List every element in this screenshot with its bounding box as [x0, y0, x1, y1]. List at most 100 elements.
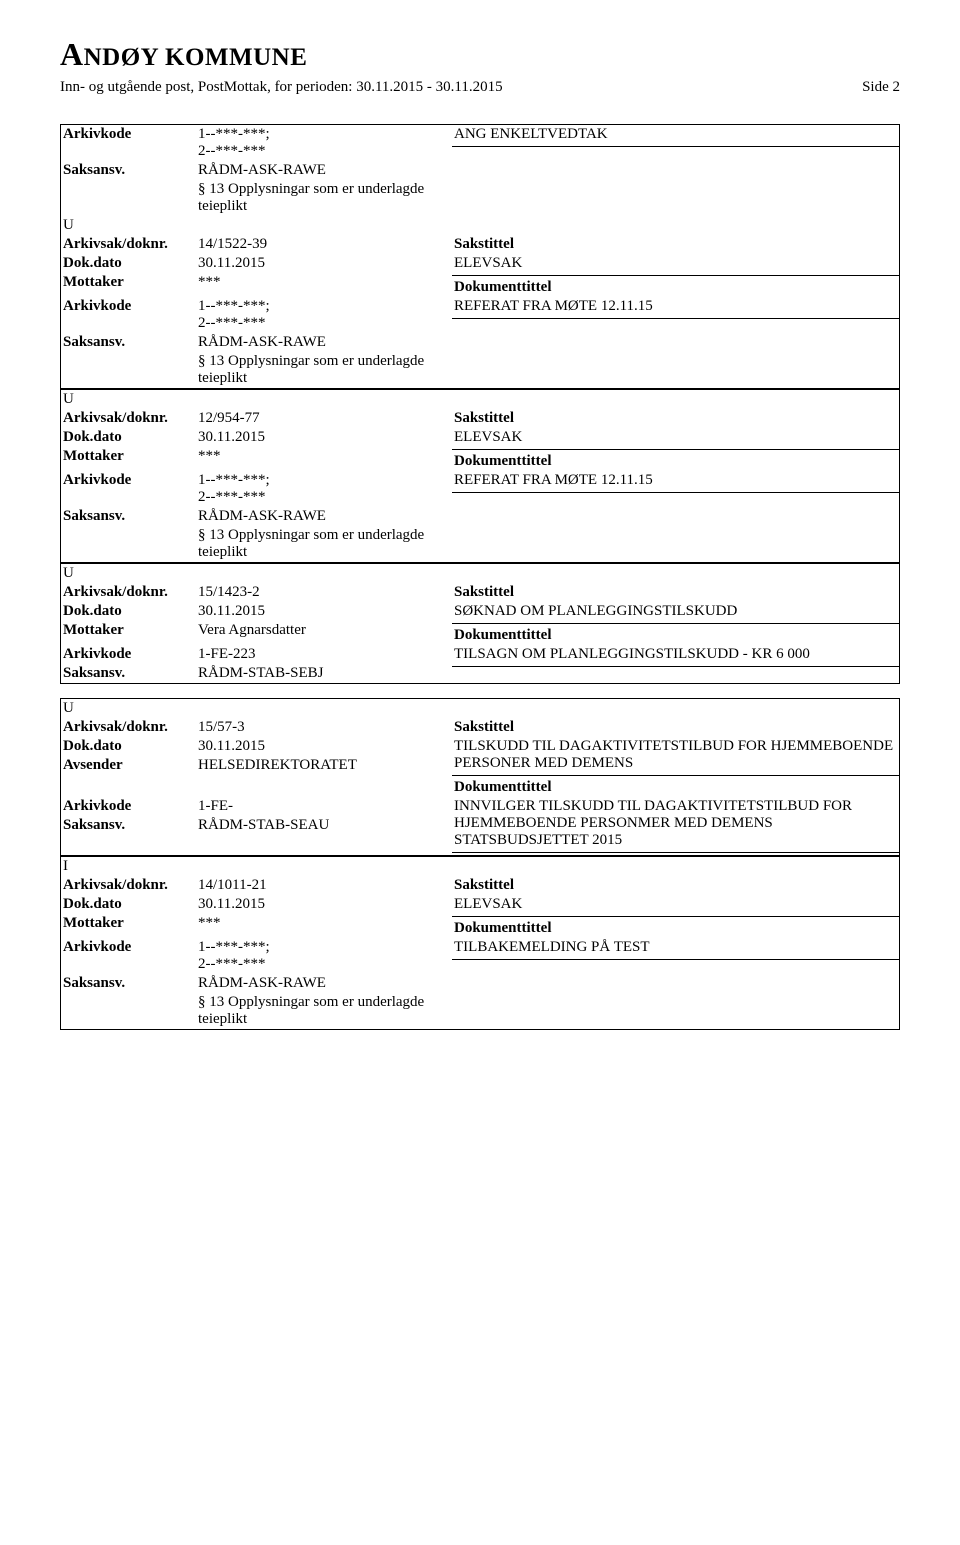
dokdato-value: 30.11.2015 — [196, 895, 452, 914]
subheader: Inn- og utgående post, PostMottak, for p… — [60, 79, 503, 96]
dokumenttittel-value: TILBAKEMELDING PÅ TEST — [452, 938, 899, 957]
party-label: Mottaker — [61, 273, 196, 292]
divider — [452, 449, 899, 450]
unntak-value: § 13 Opplysningar som er underlagde teie… — [196, 180, 452, 216]
dokumenttittel-value: TILSAGN OM PLANLEGGINGSTILSKUDD - KR 6 0… — [452, 645, 899, 664]
party-label: Mottaker — [61, 621, 196, 640]
dokumenttittel-value: REFERAT FRA MØTE 12.11.15 — [452, 297, 899, 316]
arkivsak-value: 14/1011-21 — [196, 876, 452, 895]
dokdato-label: Dok.dato — [61, 737, 196, 756]
party-value: *** — [196, 914, 452, 933]
dokumenttittel-label: Dokumenttittel — [452, 626, 597, 645]
arkivkode-label: Arkivkode — [61, 797, 196, 816]
arkivkode-value: 1--***-***; 2--***-*** — [196, 938, 452, 974]
sakstittel-value: ELEVSAK — [452, 428, 899, 447]
arkivsak-label: Arkivsak/doknr. — [61, 583, 196, 602]
divider — [452, 959, 899, 960]
party-label: Avsender — [61, 756, 196, 775]
dokumenttittel-label: Dokumenttittel — [452, 919, 597, 938]
divider — [452, 492, 899, 493]
sakstittel-value: TILSKUDD TIL DAGAKTIVITETSTILBUD FOR HJE… — [452, 737, 899, 773]
io-indicator: U — [61, 390, 76, 409]
dokumenttittel-value: REFERAT FRA MØTE 12.11.15 — [452, 471, 899, 490]
unntak-value: § 13 Opplysningar som er underlagde teie… — [196, 526, 452, 562]
saksansv-value: RÅDM-ASK-RAWE — [196, 161, 452, 180]
arkivsak-label: Arkivsak/doknr. — [61, 876, 196, 895]
dokdato-label: Dok.dato — [61, 895, 196, 914]
arkivkode-value: 1-FE- — [196, 797, 452, 816]
io-indicator: I — [61, 857, 70, 876]
title-rest: NDØY KOMMUNE — [84, 44, 308, 71]
dokumenttittel-label: Dokumenttittel — [452, 778, 597, 797]
divider — [452, 275, 899, 276]
subheader-row: Inn- og utgående post, PostMottak, for p… — [60, 79, 900, 96]
io-indicator: U — [61, 216, 76, 235]
dokdato-value: 30.11.2015 — [196, 254, 452, 273]
saksansv-label: Saksansv. — [61, 333, 196, 352]
party-value: HELSEDIREKTORATET — [196, 756, 452, 775]
arkivsak-label: Arkivsak/doknr. — [61, 718, 196, 737]
page-header: ANDØY KOMMUNE Inn- og utgående post, Pos… — [60, 36, 900, 96]
party-value: *** — [196, 447, 452, 466]
saksansv-label: Saksansv. — [61, 507, 196, 526]
sakstittel-label: Sakstittel — [452, 876, 597, 895]
sakstittel-value: ELEVSAK — [452, 895, 899, 914]
dokumenttittel-label: Dokumenttittel — [452, 278, 597, 297]
sakstittel-label: Sakstittel — [452, 235, 597, 254]
arkivkode-label: Arkivkode — [61, 125, 196, 161]
saksansv-label: Saksansv. — [61, 816, 196, 835]
record-block: UArkivsak/doknr.12/954-77SakstittelDok.d… — [60, 389, 900, 563]
divider — [452, 852, 899, 853]
sakstittel-value: ELEVSAK — [452, 254, 899, 273]
dokumenttittel-label: Dokumenttittel — [452, 452, 597, 471]
party-value: *** — [196, 273, 452, 292]
pre-right-text: ANG ENKELTVEDTAK — [452, 125, 899, 144]
record-block: UArkivsak/doknr.15/1423-2SakstittelDok.d… — [60, 563, 900, 684]
unntak-value: § 13 Opplysningar som er underlagde teie… — [196, 352, 452, 388]
arkivkode-value: 1-FE-223 — [196, 645, 452, 664]
arkivkode-label: Arkivkode — [61, 645, 196, 664]
arkivsak-value: 14/1522-39 — [196, 235, 452, 254]
record-block: Arkivkode1--***-***; 2--***-***Saksansv.… — [60, 124, 900, 389]
divider — [452, 775, 899, 776]
arkivsak-label: Arkivsak/doknr. — [61, 409, 196, 428]
saksansv-label: Saksansv. — [61, 974, 196, 993]
arkivkode-value: 1--***-***; 2--***-*** — [196, 125, 452, 161]
saksansv-value: RÅDM-ASK-RAWE — [196, 974, 452, 993]
divider — [452, 318, 899, 319]
saksansv-label: Saksansv. — [61, 161, 196, 180]
io-indicator: U — [61, 564, 76, 583]
divider — [452, 146, 899, 147]
dokdato-label: Dok.dato — [61, 254, 196, 273]
io-indicator: U — [61, 699, 76, 718]
arkivkode-label: Arkivkode — [61, 471, 196, 507]
saksansv-value: RÅDM-STAB-SEBJ — [196, 664, 452, 683]
sakstittel-label: Sakstittel — [452, 718, 597, 737]
arkivkode-value: 1--***-***; 2--***-*** — [196, 297, 452, 333]
dokdato-value: 30.11.2015 — [196, 428, 452, 447]
saksansv-label: Saksansv. — [61, 664, 196, 683]
arkivsak-value: 15/1423-2 — [196, 583, 452, 602]
sakstittel-value: SØKNAD OM PLANLEGGINGSTILSKUDD — [452, 602, 899, 621]
page-number: Side 2 — [862, 79, 900, 96]
record-block: UArkivsak/doknr.15/57-3Sakstittel Dok.dat… — [60, 698, 900, 856]
saksansv-value: RÅDM-ASK-RAWE — [196, 333, 452, 352]
header-title: ANDØY KOMMUNE — [60, 36, 900, 73]
record-block: IArkivsak/doknr.14/1011-21Sakstittel Dok.… — [60, 856, 900, 1030]
divider — [452, 623, 899, 624]
dokdato-label: Dok.dato — [61, 428, 196, 447]
dokdato-value: 30.11.2015 — [196, 737, 452, 756]
party-label: Mottaker — [61, 914, 196, 933]
title-first: A — [60, 36, 84, 72]
party-label: Mottaker — [61, 447, 196, 466]
arkivkode-label: Arkivkode — [61, 938, 196, 974]
divider — [452, 916, 899, 917]
dokdato-label: Dok.dato — [61, 602, 196, 621]
party-value: Vera Agnarsdatter — [196, 621, 452, 640]
records-container: Arkivkode1--***-***; 2--***-***Saksansv.… — [60, 124, 900, 1030]
arkivkode-value: 1--***-***; 2--***-*** — [196, 471, 452, 507]
dokumenttittel-value: INNVILGER TILSKUDD TIL DAGAKTIVITETSTILB… — [452, 797, 899, 850]
saksansv-value: RÅDM-STAB-SEAU — [196, 816, 452, 835]
unntak-value: § 13 Opplysningar som er underlagde teie… — [196, 993, 452, 1029]
arkivsak-value: 15/57-3 — [196, 718, 452, 737]
